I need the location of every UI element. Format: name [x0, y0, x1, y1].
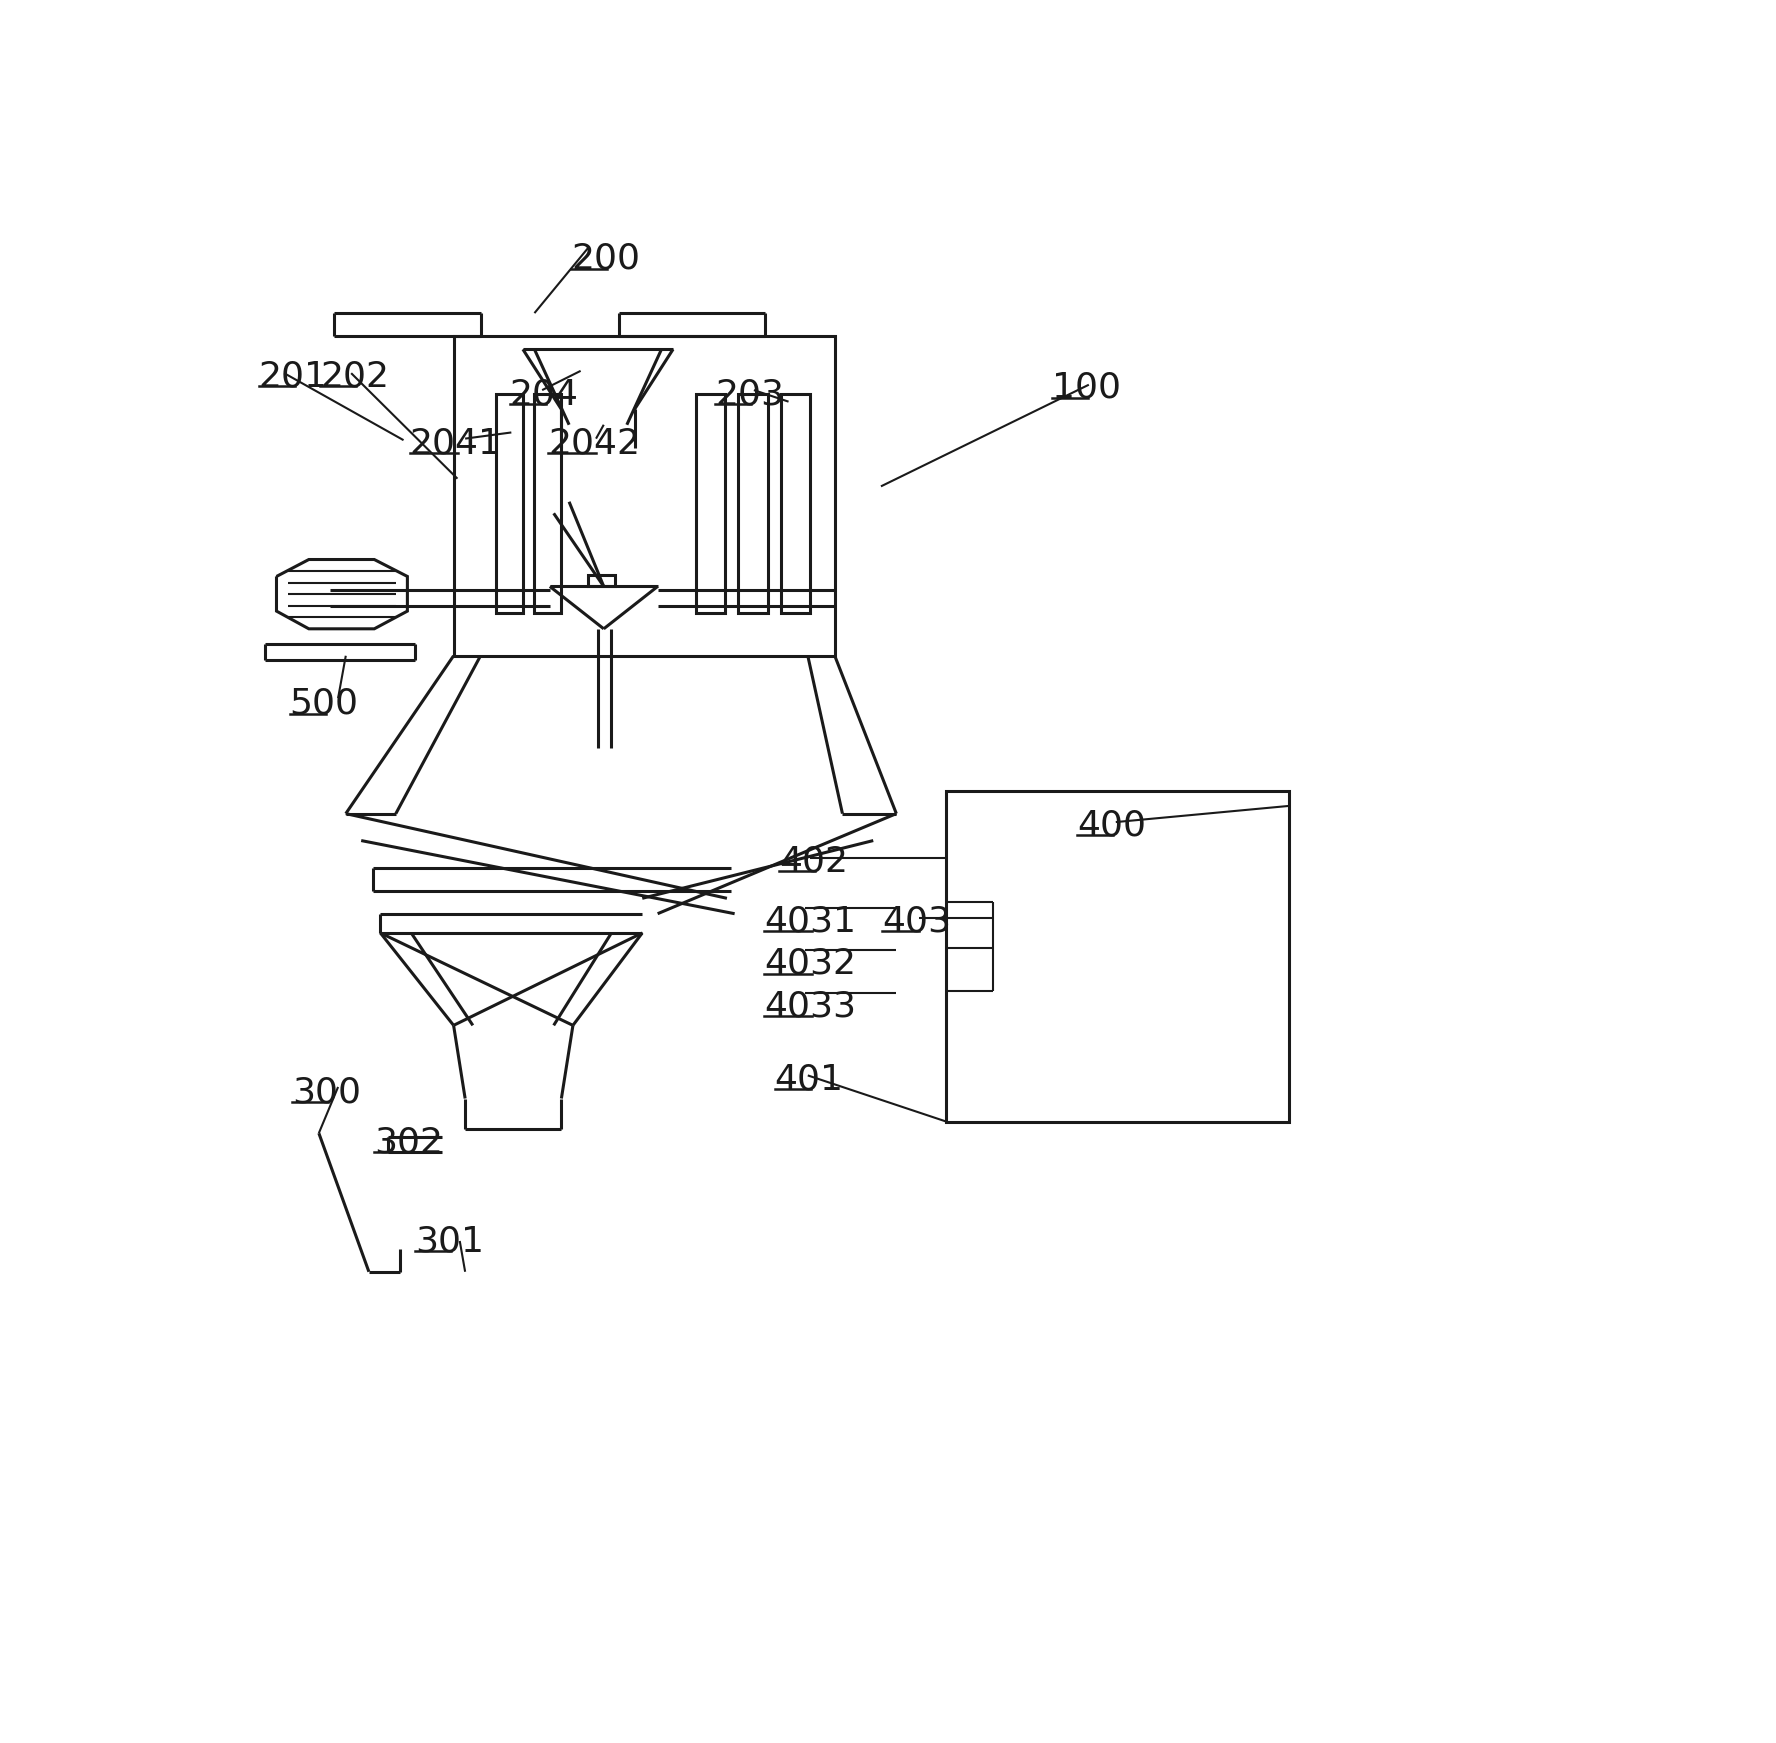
Text: 202: 202 — [320, 359, 389, 394]
Text: 300: 300 — [291, 1075, 361, 1109]
Text: 2041: 2041 — [410, 427, 501, 460]
Bar — [453, 336, 835, 655]
Text: 2042: 2042 — [549, 427, 641, 460]
Bar — [947, 791, 1289, 1121]
Text: 302: 302 — [375, 1126, 444, 1159]
Text: 4033: 4033 — [764, 990, 856, 1023]
Text: 400: 400 — [1078, 809, 1146, 842]
Text: 200: 200 — [572, 242, 641, 275]
Text: 204: 204 — [510, 376, 579, 411]
Bar — [496, 394, 522, 614]
Text: 301: 301 — [416, 1224, 485, 1258]
Text: 100: 100 — [1051, 371, 1121, 404]
Bar — [696, 394, 725, 614]
Text: 500: 500 — [289, 687, 359, 720]
Bar — [781, 394, 810, 614]
Bar — [739, 394, 767, 614]
Bar — [588, 575, 614, 586]
Text: 401: 401 — [774, 1061, 844, 1096]
Text: 203: 203 — [716, 376, 785, 411]
Text: 201: 201 — [259, 359, 329, 394]
Text: 403: 403 — [883, 905, 952, 938]
Text: 4031: 4031 — [764, 905, 856, 938]
Text: 4032: 4032 — [764, 946, 856, 981]
Bar — [535, 394, 561, 614]
Text: 402: 402 — [780, 844, 849, 878]
